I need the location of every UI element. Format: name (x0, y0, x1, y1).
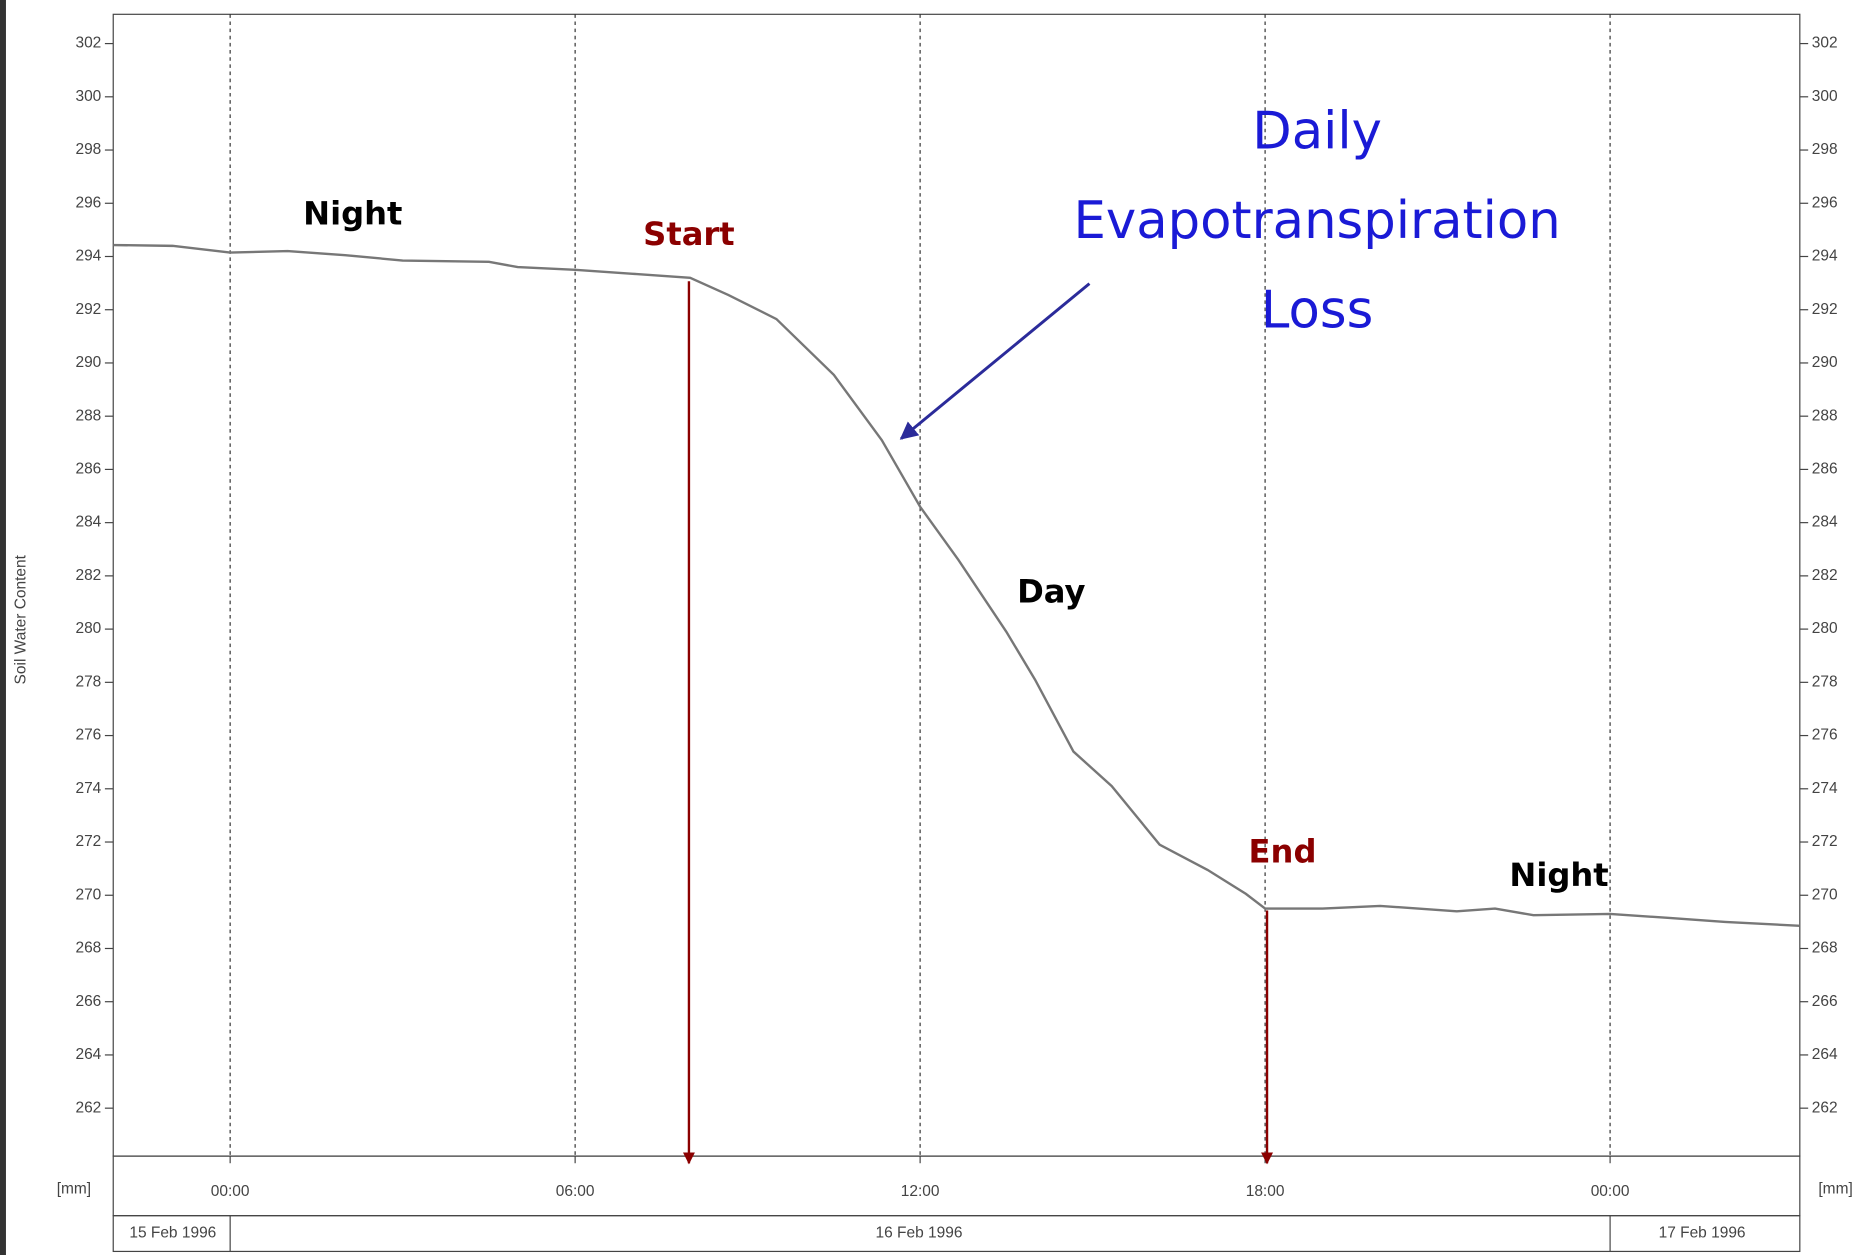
y-tick-label: 262 (75, 1099, 101, 1116)
y-tick-label: 274 (1812, 780, 1838, 797)
y-tick-label: 282 (1812, 567, 1838, 584)
y-tick-label: 288 (1812, 407, 1838, 424)
y-tick-label: 298 (1812, 141, 1838, 158)
y-tick-label: 284 (75, 514, 101, 531)
y-tick-label: 284 (1812, 514, 1838, 531)
y-tick-label: 292 (1812, 301, 1838, 318)
y-tick-label: 290 (1812, 354, 1838, 371)
y-tick-label: 286 (75, 461, 101, 478)
y-tick-label: 282 (75, 567, 101, 584)
y-tick-label: 280 (1812, 620, 1838, 637)
time-axis-box (112, 1155, 1801, 1217)
y-tick-label: 290 (75, 354, 101, 371)
y-tick-label: 266 (75, 993, 101, 1010)
annotation: Start (643, 215, 735, 253)
y-tick-label: 292 (75, 301, 101, 318)
y-tick-label: 276 (75, 727, 101, 744)
y-tick-label: 272 (1812, 833, 1838, 850)
y-tick-label: 268 (75, 940, 101, 957)
data-line (113, 243, 1800, 928)
date-label: 15 Feb 1996 (129, 1225, 216, 1242)
y-tick-label: 280 (75, 620, 101, 637)
y-tick-label: 270 (75, 886, 101, 903)
y-tick-label: 296 (1812, 194, 1838, 211)
y-tick-label: 262 (1812, 1099, 1838, 1116)
annotation: Day (1017, 573, 1085, 611)
date-band (112, 1215, 1801, 1253)
y-tick-label: 264 (75, 1046, 101, 1063)
y-tick-label: 288 (75, 407, 101, 424)
date-label: 17 Feb 1996 (1659, 1225, 1746, 1242)
x-tick-label: 18:00 (1246, 1183, 1285, 1200)
y-tick-label: 276 (1812, 727, 1838, 744)
x-tick-label: 12:00 (901, 1183, 940, 1200)
x-tick-label: 06:00 (556, 1183, 595, 1200)
annotation: Night (1509, 856, 1608, 894)
y-tick-label: 266 (1812, 993, 1838, 1010)
y-tick-label: 294 (1812, 248, 1838, 265)
window-edge (0, 0, 6, 1255)
annotation: Loss (1261, 280, 1373, 340)
y-tick-label: 264 (1812, 1046, 1838, 1063)
y-unit: [mm] (1818, 1181, 1852, 1198)
x-tick-label: 00:00 (211, 1183, 250, 1200)
y-tick-label: 268 (1812, 940, 1838, 957)
y-tick-label: 274 (75, 780, 101, 797)
y-tick-label: 302 (75, 35, 101, 52)
y-tick-label: 296 (75, 194, 101, 211)
y-tick-label: 278 (1812, 673, 1838, 690)
date-label: 16 Feb 1996 (875, 1225, 962, 1242)
x-tick-label: 00:00 (1591, 1183, 1630, 1200)
plot-frame (112, 13, 1801, 1157)
y-tick-label: 294 (75, 248, 101, 265)
y-tick-label: 300 (75, 88, 101, 105)
y-tick-label: 270 (1812, 886, 1838, 903)
y-tick-label: 300 (1812, 88, 1838, 105)
annotation: Daily (1252, 102, 1382, 162)
annotation: Night (303, 195, 402, 233)
y-tick-label: 272 (75, 833, 101, 850)
y-tick-label: 302 (1812, 35, 1838, 52)
loss-arrow (899, 282, 1091, 440)
annotation: End (1249, 832, 1317, 870)
y-tick-label: 278 (75, 673, 101, 690)
annotation: Evapotranspiration (1073, 191, 1560, 251)
y-tick-label: 298 (75, 141, 101, 158)
y-tick-label: 286 (1812, 461, 1838, 478)
y-unit: [mm] (57, 1181, 91, 1198)
y-axis-label: Soil Water Content (13, 554, 30, 684)
